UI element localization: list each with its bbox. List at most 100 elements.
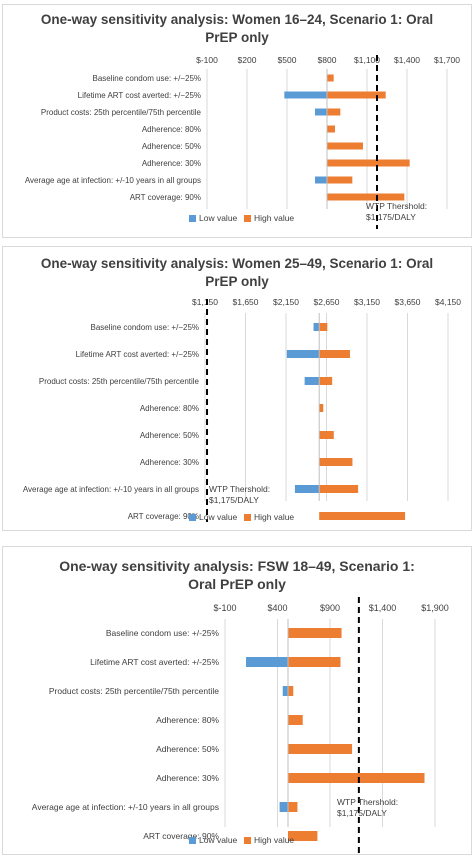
chart-panel-fsw-18-49: One-way sensitivity analysis: FSW 18–49,… xyxy=(2,546,472,855)
x-tick-label: $1,400 xyxy=(394,55,420,65)
bar-low-value xyxy=(286,350,320,358)
bar-high-value xyxy=(319,431,334,439)
x-tick-label: $1,150 xyxy=(192,297,218,307)
category-label: Product costs: 25th percentile/75th perc… xyxy=(49,686,219,696)
tornado-chart-women-25-49: $1,150 $1,650 $2,150 $2,650 $3,150 $3,650 $4,1… xyxy=(23,297,461,522)
bar-high-value xyxy=(327,125,335,133)
category-label: Adherence: 80% xyxy=(156,715,219,725)
bar-high-value xyxy=(319,485,359,493)
bar-low-value xyxy=(284,91,327,99)
threshold-label-line1: WTP Thershold: xyxy=(337,797,398,807)
threshold-label-line1: WTP Thershold: xyxy=(366,201,427,211)
category-label: Adherence: 80% xyxy=(140,404,199,413)
x-tick-label: $1,400 xyxy=(369,603,397,613)
x-tick-label: $3,150 xyxy=(354,297,380,307)
category-label: Baseline condom use: +/−25% xyxy=(90,323,199,332)
x-tick-label: $3,650 xyxy=(395,297,421,307)
category-label: Lifetime ART cost averted: +/−25% xyxy=(78,91,201,100)
x-tick-label: $200 xyxy=(238,55,257,65)
bar-low-value xyxy=(315,108,327,116)
legend-swatch-high xyxy=(244,514,251,521)
x-tick-label: $900 xyxy=(320,603,340,613)
threshold-label-line2: $1,175/DALY xyxy=(337,808,387,818)
chart-title: One-way sensitivity analysis: Women 25–4… xyxy=(3,255,471,291)
chart-title-line1: One-way sensitivity analysis: FSW 18–49,… xyxy=(59,558,415,574)
category-label: Adherence: 30% xyxy=(156,773,219,783)
legend-label-high: High value xyxy=(254,213,294,223)
threshold-label-line2: $1,175/DALY xyxy=(366,212,416,222)
x-tick-label: $1,900 xyxy=(421,603,449,613)
legend-label-high: High value xyxy=(254,512,294,522)
bar-high-value xyxy=(327,142,363,150)
legend-label-low: Low value xyxy=(199,512,238,522)
chart-panel-women-25-49: One-way sensitivity analysis: Women 25–4… xyxy=(2,246,472,531)
bar-high-value xyxy=(319,404,324,412)
x-tick-label: $2,650 xyxy=(314,297,340,307)
legend-swatch-low xyxy=(189,837,196,844)
x-tick-label: $-100 xyxy=(213,603,236,613)
chart-title: One-way sensitivity analysis: Women 16–2… xyxy=(3,11,471,47)
category-label: Baseline condom use: +/-25% xyxy=(106,628,220,638)
legend-label-low: Low value xyxy=(199,213,238,223)
legend-swatch-low xyxy=(189,514,196,521)
bar-high-value xyxy=(327,91,386,99)
bar-high-value xyxy=(319,458,353,466)
chart-title-line1: One-way sensitivity analysis: Women 25–4… xyxy=(40,256,434,271)
x-tick-label: $500 xyxy=(278,55,297,65)
x-tick-label: $2,150 xyxy=(273,297,299,307)
bar-high-value xyxy=(319,377,333,385)
x-tick-label: $1,650 xyxy=(233,297,259,307)
legend-swatch-low xyxy=(189,215,196,222)
bar-high-value xyxy=(288,773,425,783)
chart-title: One-way sensitivity analysis: FSW 18–49,… xyxy=(3,557,471,593)
category-label: ART coverage: 90% xyxy=(128,512,199,521)
bar-low-value xyxy=(313,323,320,331)
x-tick-label: $-100 xyxy=(196,55,218,65)
category-label: Adherence: 50% xyxy=(156,744,219,754)
category-label: Adherence: 50% xyxy=(142,142,201,151)
category-label: Adherence: 30% xyxy=(142,159,201,168)
category-label: Lifetime ART cost averted: +/-25% xyxy=(90,657,219,667)
legend-label-low: Low value xyxy=(199,835,238,845)
bar-low-value xyxy=(294,485,320,493)
bar-high-value xyxy=(288,657,341,667)
legend-label-high: High value xyxy=(254,835,294,845)
category-label: Product costs: 25th percentile/75th perc… xyxy=(39,377,200,386)
x-tick-label: $800 xyxy=(318,55,337,65)
category-label: Average age at infection: +/-10 years in… xyxy=(23,485,199,494)
bar-high-value xyxy=(327,159,410,167)
category-label: Adherence: 30% xyxy=(140,458,199,467)
category-label: Lifetime ART cost averted: +/−25% xyxy=(76,350,199,359)
bar-high-value xyxy=(288,831,318,841)
category-label: Baseline condom use: +/−25% xyxy=(92,74,201,83)
bar-low-value xyxy=(279,802,288,812)
threshold-label-line1: WTP Thershold: xyxy=(209,484,270,494)
category-label: Product costs: 25th percentile/75th perc… xyxy=(41,108,202,117)
chart-title-line2: PrEP only xyxy=(205,274,269,289)
bar-high-value xyxy=(288,715,303,725)
tornado-chart-women-16-24: $-100 $200 $500 $800 $1,100 $1,400 $1,700 Basel… xyxy=(25,55,460,229)
bar-high-value xyxy=(319,323,328,331)
category-label: Average age at infection: +/-10 years in… xyxy=(32,802,219,812)
bar-low-value xyxy=(315,176,327,184)
x-tick-label: $1,700 xyxy=(434,55,460,65)
chart-title-line2: PrEP only xyxy=(205,30,269,45)
x-tick-label: $1,100 xyxy=(354,55,380,65)
legend-swatch-high xyxy=(244,215,251,222)
bar-high-value xyxy=(288,628,342,638)
tornado-chart-fsw-18-49: $-100 $400 $900 $1,400 $1,900 Baseline condom… xyxy=(32,597,449,853)
bar-high-value xyxy=(327,108,341,116)
bar-high-value xyxy=(319,350,350,358)
chart-panel-women-16-24: One-way sensitivity analysis: Women 16–2… xyxy=(2,4,472,238)
bar-high-value xyxy=(319,512,406,520)
category-label: Average age at infection: +/-10 years in… xyxy=(25,176,201,185)
bar-low-value xyxy=(246,657,288,667)
bar-high-value xyxy=(288,686,294,696)
category-label: Adherence: 50% xyxy=(140,431,199,440)
chart-title-line2: Oral PrEP only xyxy=(188,576,286,592)
category-label: Adherence: 80% xyxy=(142,125,201,134)
x-tick-label: $400 xyxy=(267,603,287,613)
legend-swatch-high xyxy=(244,837,251,844)
bar-high-value xyxy=(327,74,334,82)
bar-low-value xyxy=(282,686,288,696)
